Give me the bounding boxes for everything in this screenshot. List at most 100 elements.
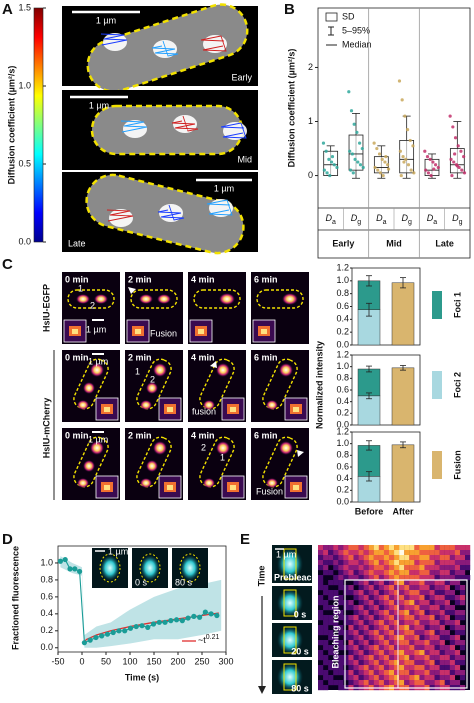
kymograph-pixel (399, 645, 405, 651)
kymograph-pixel (439, 670, 445, 676)
kymograph-pixel (373, 600, 379, 606)
focus-label: 2 (150, 374, 155, 384)
data-point (179, 618, 185, 624)
kymograph-pixel (444, 615, 450, 621)
kymograph-pixel (459, 600, 466, 606)
y-tick-label: 0.8 (40, 574, 53, 584)
kymograph-pixel (378, 605, 385, 611)
kymograph-pixel (383, 610, 390, 616)
x-tick-label: 200 (170, 656, 185, 666)
kymograph-pixel (404, 550, 410, 556)
kymograph-pixel (363, 590, 369, 596)
kymograph-pixel (318, 550, 324, 556)
kymograph-pixel (353, 650, 359, 656)
kymograph-pixel (454, 620, 461, 626)
kymograph-pixel (419, 580, 425, 586)
data-point (156, 619, 162, 625)
bar-segment (357, 395, 381, 426)
kymograph-pixel (358, 645, 364, 651)
kymograph-pixel (388, 605, 395, 611)
kymograph-pixel (368, 610, 374, 616)
kymograph-pixel (378, 630, 385, 636)
kymograph-pixel (409, 590, 415, 596)
kymograph-pixel (378, 575, 385, 581)
kymograph-pixel (459, 585, 466, 591)
kymograph-pixel (459, 675, 466, 681)
kymograph-pixel (358, 640, 364, 646)
kymograph-pixel (363, 585, 369, 591)
kymograph-pixel (414, 665, 420, 671)
kymograph-pixel (353, 620, 359, 626)
kymograph-pixel (333, 580, 339, 586)
x-tick-label: Dg (401, 213, 412, 225)
kymograph-pixel (348, 640, 354, 646)
trajectory (151, 40, 179, 57)
kymograph-pixel (333, 670, 339, 676)
panel-label: E (240, 531, 250, 548)
kymograph-pixel (429, 665, 435, 671)
kymograph-pixel (383, 680, 390, 686)
kymograph-pixel (404, 570, 410, 576)
kymograph-pixel (368, 615, 374, 621)
kymograph-pixel (454, 660, 461, 666)
kymograph-pixel (414, 550, 420, 556)
kymograph-pixel (363, 600, 369, 606)
kymograph-pixel (318, 600, 324, 606)
kymograph-pixel (383, 580, 390, 586)
kymograph-pixel (353, 550, 359, 556)
kymograph-pixel (368, 630, 374, 636)
kymograph-pixel (454, 670, 461, 676)
data-point (380, 157, 384, 161)
kymograph-pixel (444, 545, 450, 551)
y-axis-label: Fractioned fluorescence (10, 546, 20, 650)
kymograph-pixel (358, 600, 364, 606)
y-tick-label: 0.0 (336, 339, 349, 349)
kymograph-pixel (439, 620, 445, 626)
kymograph-pixel (394, 635, 400, 641)
kymograph-pixel (388, 630, 395, 636)
focus (94, 294, 108, 304)
kymograph-pixel (373, 665, 379, 671)
data-point (399, 173, 403, 178)
arrowhead (210, 361, 217, 368)
kymograph-pixel (409, 625, 415, 631)
kymograph-pixel (399, 595, 405, 601)
kymograph-pixel (318, 610, 324, 616)
kymograph-pixel (434, 545, 440, 551)
kymograph-pixel (373, 605, 379, 611)
kymograph-pixel (373, 545, 379, 551)
kymograph-pixel (373, 590, 379, 596)
kymograph-pixel (388, 555, 395, 561)
kymograph-pixel (394, 620, 400, 626)
data-point (122, 628, 128, 634)
kymograph-pixel (434, 610, 440, 616)
kymograph-pixel (434, 640, 440, 646)
kymograph-pixel (439, 580, 445, 586)
cell-outline (99, 553, 121, 583)
data-point (87, 637, 93, 643)
kymograph-pixel (409, 595, 415, 601)
x-tick-label: Da (325, 213, 336, 225)
kymograph-pixel (444, 645, 450, 651)
kymograph-pixel (439, 585, 445, 591)
kymograph-pixel (378, 645, 385, 651)
kymograph-pixel (358, 615, 364, 621)
row-label: HslU-EGFP (41, 284, 51, 332)
kymograph-pixel (424, 680, 430, 686)
kymograph-pixel (378, 655, 385, 661)
kymograph-pixel (414, 580, 420, 586)
kymograph-pixel (388, 550, 395, 556)
kymograph-pixel (429, 655, 435, 661)
kymograph-pixel (419, 590, 425, 596)
kymograph-pixel (394, 575, 400, 581)
kymograph-pixel (318, 565, 324, 571)
kymograph-pixel (368, 595, 374, 601)
kymograph-pixel (373, 550, 379, 556)
kymograph-pixel (383, 620, 390, 626)
kymograph-pixel (434, 570, 440, 576)
kymograph-pixel (348, 645, 354, 651)
kymograph-pixel (394, 680, 400, 686)
cell-outline (179, 553, 201, 583)
colorbar-tick-label: 1.0 (18, 80, 31, 90)
kymograph-pixel (378, 625, 385, 631)
